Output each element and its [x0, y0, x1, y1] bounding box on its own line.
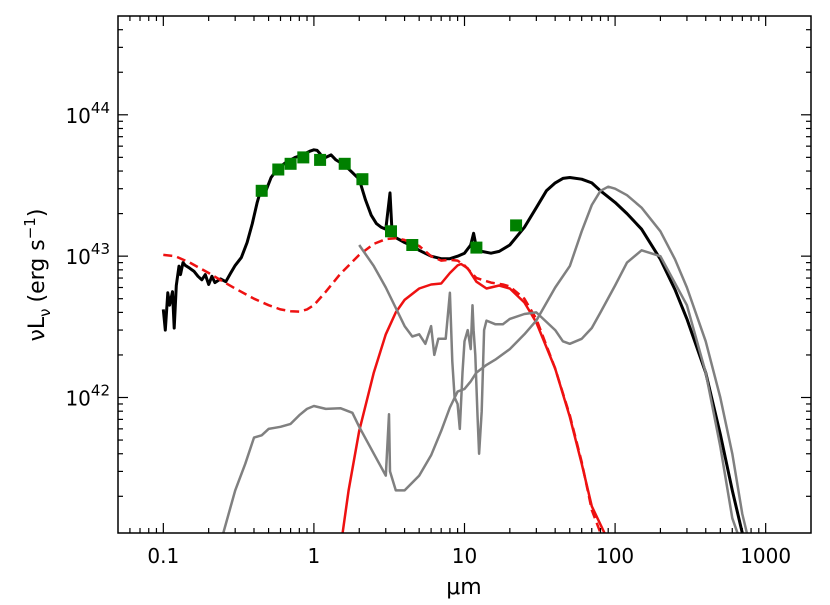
photometry-point	[385, 225, 397, 238]
x-tick-label: 1	[308, 544, 321, 568]
photometry-point	[338, 157, 351, 170]
photometry-point	[406, 239, 419, 251]
photometry-point	[297, 151, 310, 164]
photometry-point	[356, 173, 369, 186]
y-tick-label: 1044	[65, 99, 110, 128]
photometry-point	[470, 241, 483, 254]
photometry-point	[272, 163, 285, 176]
series-line-3	[341, 262, 606, 533]
tick-labels: 0.1 1 10 100 1000 1042 1043 1044	[65, 99, 791, 568]
x-axis-title: μm	[446, 575, 481, 600]
x-tick-label: 0.1	[147, 544, 179, 568]
y-tick-label: 1042	[65, 382, 110, 411]
axis-ticks	[118, 16, 811, 533]
photometry-markers	[255, 151, 523, 254]
series-lines	[161, 148, 749, 533]
x-tick-label: 1000	[740, 544, 791, 568]
y-axis-title: νLν(erg s−1)	[21, 209, 54, 342]
plot-frame	[117, 15, 812, 534]
series-line-2	[163, 236, 602, 533]
photometry-point	[255, 184, 268, 197]
photometry-point	[510, 219, 523, 232]
series-line-1	[161, 148, 744, 533]
y-tick-label: 1043	[65, 240, 110, 269]
photometry-point	[284, 157, 297, 170]
x-tick-label: 10	[452, 544, 477, 568]
series-line-5	[358, 244, 739, 533]
series-line-4	[222, 185, 749, 533]
photometry-point	[314, 153, 327, 166]
x-tick-label: 100	[596, 544, 634, 568]
